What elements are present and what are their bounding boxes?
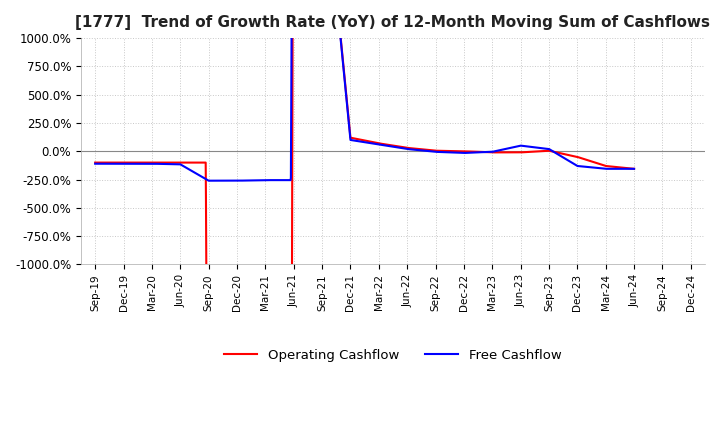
Operating Cashflow <box>354 136 362 142</box>
Free Cashflow <box>91 161 99 166</box>
Free Cashflow <box>630 166 639 172</box>
Free Cashflow <box>204 178 213 183</box>
Line: Free Cashflow: Free Cashflow <box>95 0 634 181</box>
Operating Cashflow <box>91 160 99 165</box>
Free Cashflow <box>339 66 348 71</box>
Free Cashflow <box>614 166 623 172</box>
Operating Cashflow <box>516 150 524 155</box>
Free Cashflow <box>354 139 362 144</box>
Free Cashflow <box>615 166 624 172</box>
Line: Operating Cashflow: Operating Cashflow <box>95 0 634 440</box>
Title: [1777]  Trend of Growth Rate (YoY) of 12-Month Moving Sum of Cashflows: [1777] Trend of Growth Rate (YoY) of 12-… <box>76 15 711 30</box>
Operating Cashflow <box>615 165 624 170</box>
Operating Cashflow <box>614 165 623 170</box>
Free Cashflow <box>118 161 127 166</box>
Operating Cashflow <box>339 63 348 69</box>
Free Cashflow <box>516 143 524 148</box>
Operating Cashflow <box>118 160 127 165</box>
Operating Cashflow <box>630 166 639 172</box>
Legend: Operating Cashflow, Free Cashflow: Operating Cashflow, Free Cashflow <box>219 344 567 367</box>
